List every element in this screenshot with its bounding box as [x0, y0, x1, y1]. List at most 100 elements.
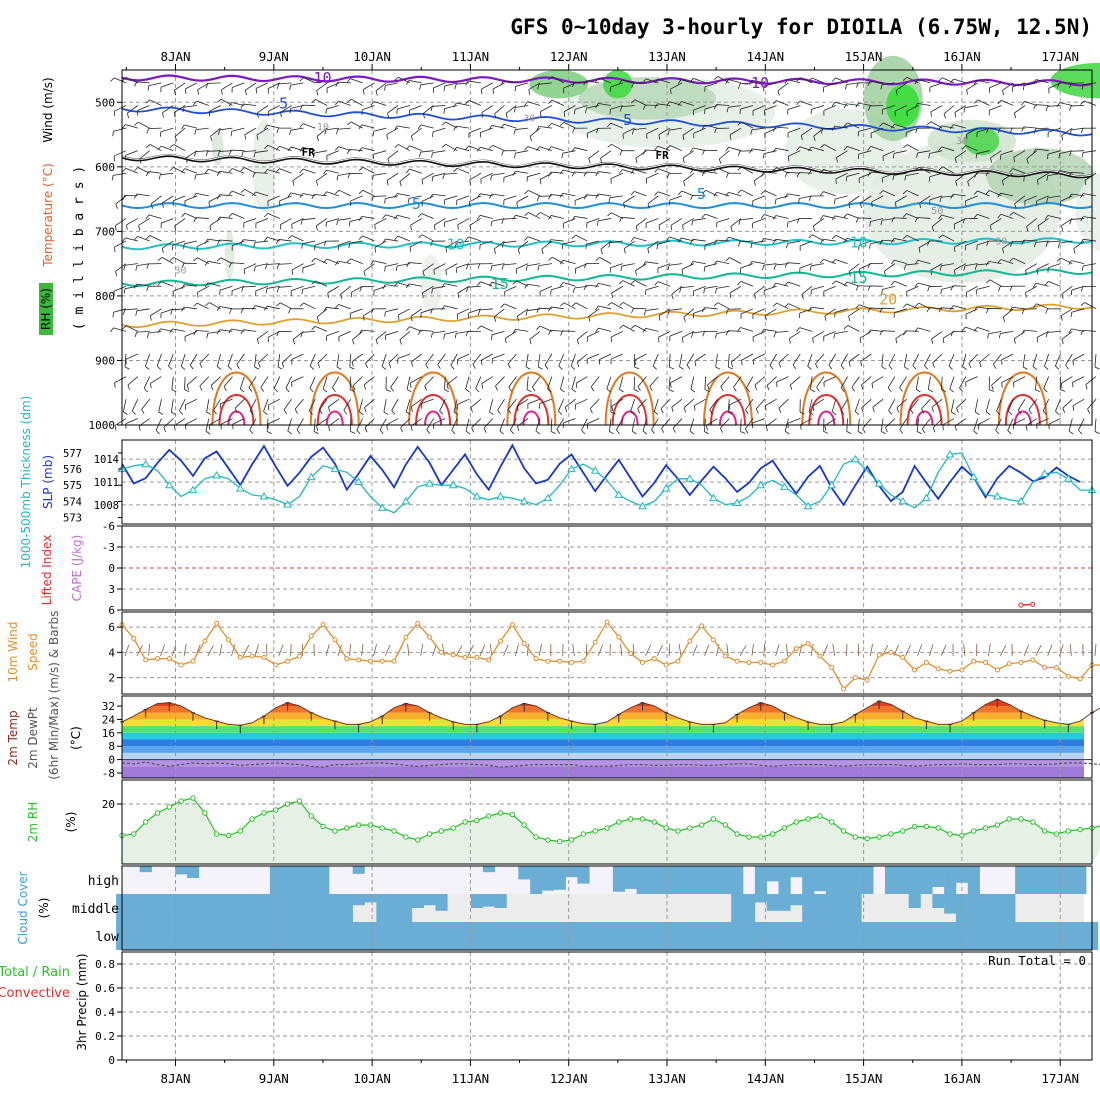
wind-barb-flag [143, 388, 148, 393]
wind-barb-flag [185, 88, 187, 94]
thickness-marker [354, 477, 363, 485]
cloud-bar [494, 922, 507, 950]
wind-barb-flag [524, 146, 529, 151]
date-label-bottom: 12JAN [550, 1071, 588, 1086]
rh-marker [982, 825, 989, 831]
wind-barb [374, 218, 387, 225]
wind-barb [350, 285, 363, 293]
wind-barb-flag [590, 386, 595, 392]
wind-barb-flag [819, 215, 824, 220]
wind-barb [611, 302, 624, 310]
wind-barb [456, 102, 470, 106]
wind-barb [243, 218, 257, 224]
wind-barb-flag [881, 289, 883, 295]
wind-barb [1025, 263, 1038, 271]
wind-barb-flag [1009, 285, 1013, 291]
rh-marker [947, 831, 953, 837]
wind-barb [1035, 240, 1049, 243]
wind-barb-flag [537, 265, 540, 271]
wind-barb-flag [890, 124, 895, 129]
wind-barb-flag [845, 176, 848, 182]
wind-barb-flag [986, 308, 989, 314]
date-label-top: 12JAN [550, 49, 588, 64]
pressure-tick-label: 600 [95, 161, 115, 174]
wind-barb-flag [843, 281, 848, 287]
wind-barb [956, 398, 967, 409]
wind-barb [752, 418, 765, 424]
wind-barb-flag [134, 81, 138, 87]
wind-barb-flag [1010, 241, 1013, 247]
wind-barb [787, 193, 801, 197]
surface-wind-barb [526, 643, 529, 656]
wind-barb-flag [323, 169, 327, 175]
wind-barb [127, 105, 139, 114]
wind-barb [728, 105, 742, 108]
wind-barb [148, 214, 162, 219]
wind-barb [504, 285, 517, 293]
wind-barb-flag [476, 146, 481, 152]
wind-barb [917, 260, 931, 265]
wind-barb [776, 167, 789, 174]
wind-barb-flag [370, 260, 374, 266]
wind-barb [231, 102, 245, 106]
wind-barb [290, 146, 304, 152]
wind-barb [790, 376, 801, 386]
wind-barb [929, 195, 943, 201]
wind-barb [858, 150, 872, 155]
wind-barb [162, 240, 174, 249]
wind-barb [1014, 105, 1026, 114]
wind-barb [432, 193, 446, 197]
wind-barb [693, 105, 706, 111]
cloud-bar [470, 894, 484, 908]
wind-barb [219, 150, 233, 152]
surface-wind-barb [231, 644, 236, 656]
wind-barb [207, 82, 221, 84]
wind-barb [453, 399, 458, 412]
wind-barb-flag [902, 213, 907, 218]
cloud-bar [802, 894, 815, 922]
wind-barb [870, 171, 884, 174]
wind-barb [942, 234, 955, 242]
wind-barb-flag [241, 286, 244, 292]
surface-wind-barb [678, 643, 682, 656]
wind-barb-flag [819, 191, 824, 196]
temp-unit-label: (°C) [69, 726, 83, 750]
run-total-annotation: Run Total = 0 [988, 953, 1086, 968]
wind-barb-flag [595, 327, 599, 333]
boundary-temp-contour [611, 394, 648, 426]
boundary-temp-contour [718, 410, 737, 426]
wind-barb-flag [784, 262, 788, 268]
cloud-bar [139, 894, 152, 922]
cloud-bar [317, 866, 330, 894]
wind-barb-flag [995, 429, 1000, 435]
wind-barb-flag [500, 303, 505, 308]
wind-barb [433, 82, 446, 89]
wind-barb [491, 172, 505, 176]
wind-barb [1026, 218, 1038, 227]
wind-barb-flag [210, 136, 213, 142]
wind-barb-flag [855, 411, 860, 416]
wind-barb-flag [939, 197, 942, 203]
cloud-bar [743, 922, 756, 950]
wind-barb [281, 353, 292, 364]
wind-barb-flag [513, 129, 516, 135]
cloud-bar [423, 922, 436, 950]
wind-barb [1061, 308, 1073, 317]
wind-barb-flag [737, 281, 742, 286]
wind-barb [1014, 195, 1026, 205]
wind-barb-flag [1085, 384, 1088, 390]
wind-barb-flag [492, 88, 495, 95]
wind-barb-flag [1055, 410, 1060, 415]
wind-barb-flag [171, 389, 177, 393]
wind-barb [113, 172, 127, 176]
wind-barb [586, 240, 600, 245]
wind-barb [294, 398, 304, 410]
wind-barb [148, 82, 162, 87]
wind-barb [420, 329, 434, 332]
thickness-marker [567, 464, 576, 473]
wind-barb-flag [654, 78, 659, 84]
wind-barb [364, 418, 375, 428]
wind-barb-flag [763, 86, 765, 92]
wind-barb [930, 263, 943, 271]
wind-barb-flag [276, 83, 280, 89]
